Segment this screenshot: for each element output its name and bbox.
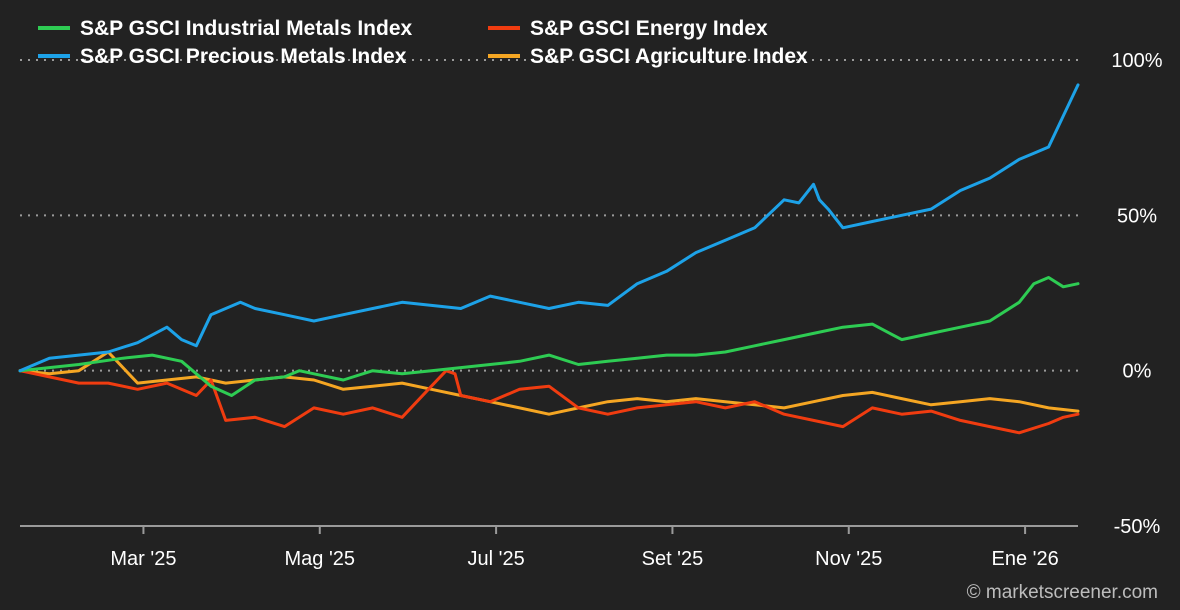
y-tick-label: -50%: [1114, 516, 1161, 538]
legend-label-precious-metals: S&P GSCI Precious Metals Index: [80, 45, 407, 68]
legend-label-agriculture: S&P GSCI Agriculture Index: [530, 45, 808, 68]
x-tick-label: Mag '25: [285, 548, 356, 570]
y-tick-label: 0%: [1123, 361, 1152, 383]
x-axis: Mar '25 Mag '25 Jul '25 Set '25 Nov '25 Ene '…: [110, 526, 1059, 570]
credit-text: © marketscreener.com: [967, 582, 1158, 603]
y-axis: 100% 50% 0% -50%: [1111, 50, 1162, 538]
series-line-energy: [18, 369, 1080, 435]
series-layer: [18, 83, 1080, 435]
y-tick-label: 100%: [1111, 50, 1162, 72]
legend: S&P GSCI Industrial Metals Index S&P GSC…: [38, 17, 808, 68]
series-line-agriculture: [18, 350, 1080, 416]
x-tick-label: Jul '25: [468, 548, 525, 570]
y-tick-label: 50%: [1117, 205, 1157, 227]
x-tick-label: Nov '25: [815, 548, 882, 570]
x-tick-label: Ene '26: [991, 548, 1058, 570]
x-tick-label: Mar '25: [110, 548, 176, 570]
legend-label-energy: S&P GSCI Energy Index: [530, 17, 768, 40]
series-line-precious-metals: [18, 83, 1080, 373]
legend-label-industrial-metals: S&P GSCI Industrial Metals Index: [80, 17, 413, 40]
x-tick-label: Set '25: [642, 548, 704, 570]
series-line-industrial-metals: [18, 276, 1080, 397]
